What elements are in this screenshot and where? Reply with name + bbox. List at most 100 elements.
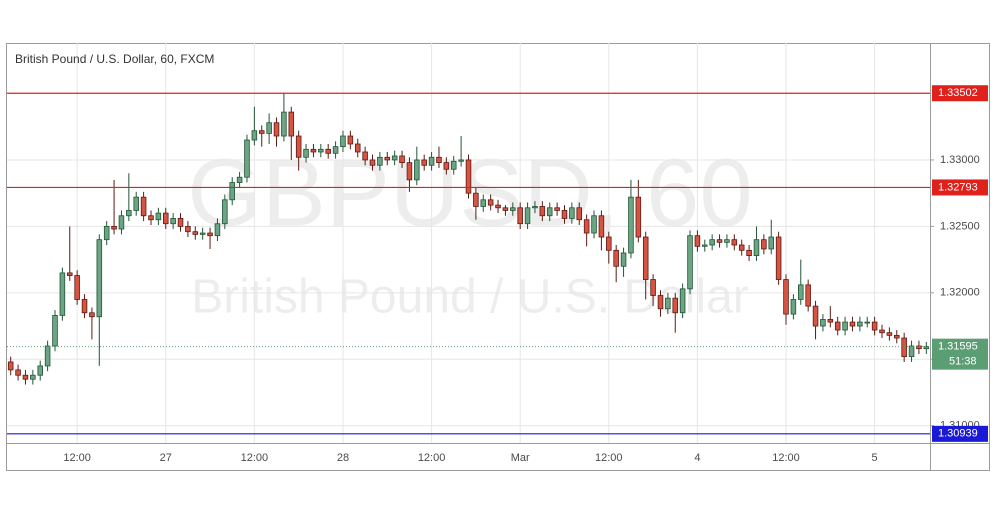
price-badge-label: 1.32793	[938, 181, 978, 193]
candle-body	[532, 206, 538, 209]
candle-body	[672, 297, 679, 314]
candle-body	[465, 159, 472, 194]
candle-body	[716, 239, 723, 243]
candle-body	[288, 111, 295, 137]
watermark: British Pound / U.S. Dollar	[191, 271, 749, 324]
candle-body	[103, 225, 110, 241]
candle-body	[620, 252, 627, 267]
candle-body	[295, 135, 302, 158]
candle-body	[325, 148, 331, 154]
candle-body	[894, 334, 900, 339]
candle-body	[524, 207, 531, 225]
candle-body	[753, 239, 760, 257]
overlays: 1.33502 1.32793 1.30939 1.31595 51:38	[7, 85, 988, 442]
candle-body	[546, 207, 553, 217]
candles	[7, 93, 930, 385]
candle-body	[81, 299, 88, 314]
candle-body	[694, 235, 701, 247]
candle-body	[812, 305, 819, 327]
candle-body	[148, 215, 154, 221]
candle-body	[347, 135, 354, 145]
candle-body	[414, 159, 420, 181]
candle-body	[377, 156, 383, 166]
x-tick-label: 12:00	[772, 452, 800, 464]
chart-title: British Pound / U.S. Dollar, 60, FXCM	[15, 52, 214, 66]
candle-body	[199, 232, 206, 235]
candle-body	[642, 236, 649, 280]
candle-body	[628, 196, 634, 254]
candle-body	[761, 239, 767, 250]
candle-body	[244, 139, 250, 178]
candle-body	[30, 374, 36, 380]
bar-countdown: 51:38	[949, 356, 977, 368]
price-badge	[932, 179, 988, 196]
x-tick-label: 4	[694, 452, 700, 464]
candle-body	[591, 215, 597, 234]
candle-body	[857, 321, 863, 327]
candle-body	[709, 239, 715, 246]
candle-body	[310, 148, 317, 153]
x-tick-label: 12:00	[595, 452, 623, 464]
candle-body	[923, 346, 930, 350]
price-badge-label: 1.30939	[938, 428, 978, 440]
candle-body	[731, 239, 738, 246]
last-price-label: 1.31595	[938, 341, 978, 353]
x-tick-label: 12:00	[418, 452, 446, 464]
candle-body	[354, 143, 361, 153]
y-tick-label: 1.32000	[940, 287, 980, 299]
candle-body	[510, 207, 516, 211]
candle-body	[738, 244, 745, 251]
candle-body	[539, 206, 546, 217]
candle-body	[834, 321, 841, 331]
candle-body	[783, 279, 789, 315]
candle-body	[598, 215, 605, 238]
candle-body	[886, 332, 893, 336]
candle-body	[864, 321, 870, 324]
candle-body	[879, 329, 885, 334]
candle-body	[495, 204, 501, 209]
x-tick-label: 12:00	[241, 452, 269, 464]
candle-body	[59, 272, 66, 316]
price-badge	[932, 85, 988, 102]
candle-body	[162, 212, 169, 225]
chart-frame	[6, 43, 990, 471]
candle-body	[362, 151, 368, 161]
price-badge	[932, 425, 988, 442]
candle-body	[273, 122, 280, 137]
candle-body	[827, 319, 834, 323]
candle-body	[613, 249, 619, 267]
candle-body	[702, 244, 708, 247]
candle-body	[74, 275, 80, 300]
candle-body	[229, 182, 235, 201]
candle-body	[576, 207, 583, 221]
candle-body	[236, 176, 243, 183]
candle-body	[679, 288, 686, 314]
candle-body	[67, 272, 73, 276]
candle-body	[724, 239, 730, 243]
candle-body	[340, 135, 346, 148]
candle-body	[133, 196, 139, 211]
candle-body	[768, 236, 775, 250]
candle-body	[185, 225, 191, 233]
candle-body	[170, 218, 176, 225]
candle-body	[52, 315, 58, 347]
x-tick-label: Mar	[511, 452, 530, 464]
candle-body	[458, 159, 464, 162]
candle-body	[657, 295, 664, 310]
candle-body	[790, 299, 797, 315]
y-tick-label: 1.33000	[940, 154, 980, 166]
candle-body	[192, 231, 199, 235]
candle-body	[650, 279, 656, 296]
candle-body	[606, 236, 612, 251]
candle-body	[583, 219, 590, 234]
candle-body	[406, 162, 413, 181]
candle-body	[89, 312, 95, 318]
candle-body	[428, 156, 435, 166]
candle-body	[96, 239, 103, 318]
candle-body	[436, 156, 442, 164]
candle-body	[635, 196, 642, 238]
candle-body	[281, 111, 287, 137]
candle-body	[480, 199, 487, 207]
